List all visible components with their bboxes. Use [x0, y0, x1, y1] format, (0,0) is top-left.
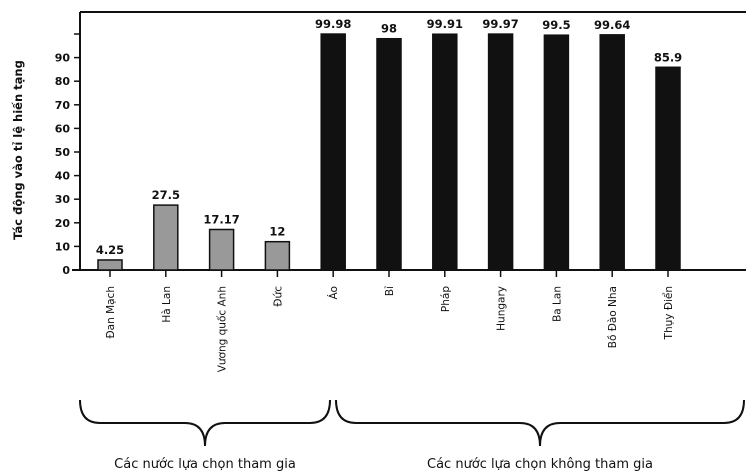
data-label: 17.17: [203, 212, 239, 226]
y-tick-label: 0: [62, 264, 70, 277]
x-tick-label: Đức: [272, 286, 284, 307]
y-tick-label: 80: [55, 75, 71, 88]
data-label: 27.5: [152, 188, 180, 202]
bars: [97, 33, 681, 271]
labels: 4.25 Đan Mạch 27.5 Hà Lan 17.17 Vương quốc An…: [79, 17, 745, 472]
data-label: 99.97: [482, 17, 518, 31]
x-tick-label: Thụy Điển: [662, 286, 675, 340]
y-tick-label: 60: [55, 122, 71, 135]
axes: 0 10 20 30 40 50 60 70 80 90: [55, 11, 746, 277]
data-label: 99.64: [594, 18, 630, 32]
x-tick-label: Ba Lan: [551, 286, 563, 322]
bar: [432, 33, 458, 271]
y-tick-label: 40: [55, 170, 71, 183]
x-tick-label: Đan Mạch: [105, 286, 117, 339]
x-tick-label: Hungary: [496, 286, 508, 331]
brace-participating: [79, 399, 331, 447]
bar: [320, 33, 346, 271]
y-axis-title: Tác động vào tỉ lệ hiến tạng: [11, 60, 25, 240]
group-label-non-participating: Các nước lựa chọn không tham gia: [427, 457, 653, 472]
bar: [655, 66, 681, 271]
bar: [487, 33, 514, 271]
data-label: 99.98: [315, 17, 351, 31]
data-label: 12: [269, 225, 285, 239]
x-tick-label: Vương quốc Anh: [217, 286, 229, 372]
x-tick-label: Hà Lan: [161, 286, 173, 323]
data-label: 85.9: [654, 50, 682, 64]
y-tick-label: 90: [55, 52, 71, 65]
bar: [264, 240, 291, 271]
group-label-participating: Các nước lựa chọn tham gia: [114, 457, 296, 472]
x-tick-label: Bỉ: [384, 286, 396, 296]
bar: [208, 228, 235, 271]
data-label: 99.91: [427, 17, 463, 31]
x-tick-label: Áo: [327, 286, 340, 299]
data-label: 98: [381, 22, 397, 36]
y-tick-label: 50: [55, 146, 71, 159]
bar: [376, 37, 402, 271]
y-tick-label: 20: [55, 217, 71, 230]
y-tick-label: 70: [55, 99, 71, 112]
bar: [153, 204, 179, 271]
bar: [543, 34, 570, 271]
bar: [599, 34, 625, 271]
bar: [97, 259, 123, 271]
y-tick-label: 30: [55, 193, 71, 206]
brace-non-participating: [335, 399, 745, 447]
x-tick-label: Pháp: [440, 286, 452, 312]
x-tick-label: Bồ Đào Nha: [607, 286, 619, 348]
data-label: 99.5: [542, 18, 570, 32]
y-tick-label: 10: [55, 240, 71, 253]
data-label: 4.25: [96, 243, 124, 257]
